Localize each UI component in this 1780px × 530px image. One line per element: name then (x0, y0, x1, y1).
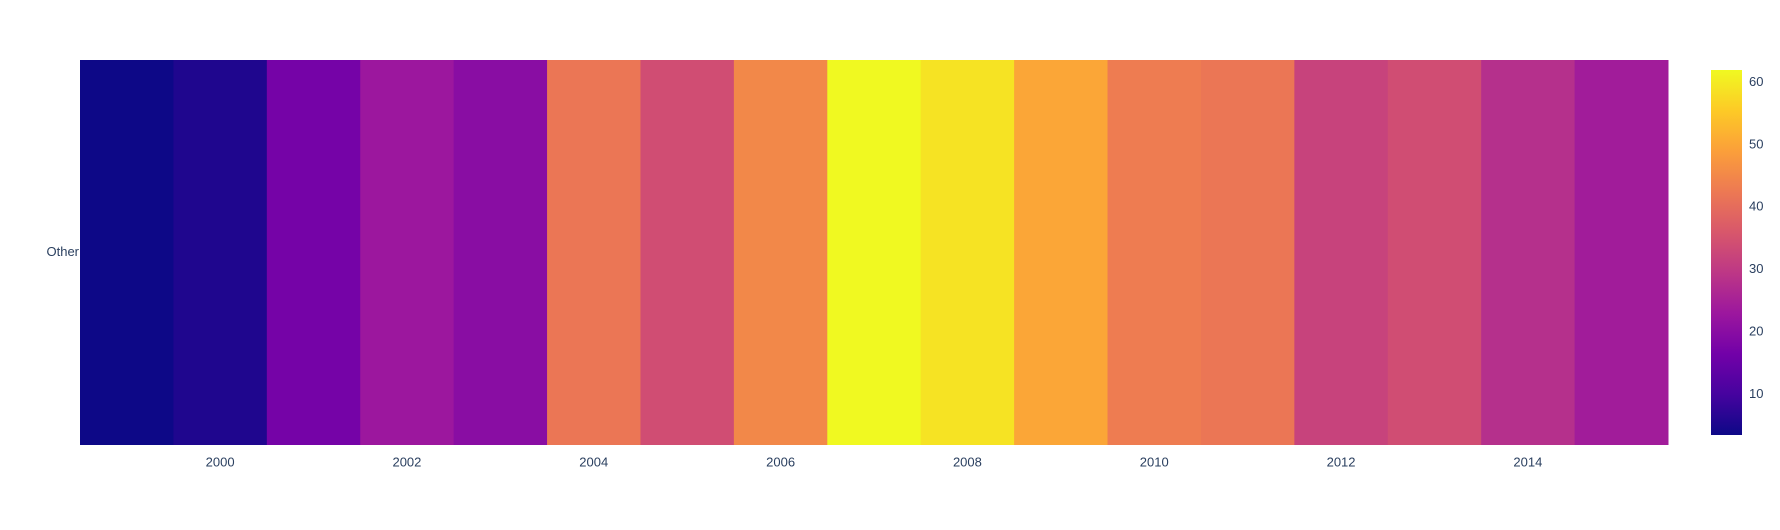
heatmap-cell (1294, 60, 1389, 445)
heatmap-cell (1107, 60, 1202, 445)
heatmap-cell (453, 60, 548, 445)
colorbar-tick-label: 30 (1749, 261, 1763, 276)
x-tick-label: 2012 (1327, 455, 1356, 470)
x-tick-label: 2010 (1140, 455, 1169, 470)
heatmap-cell (1481, 60, 1576, 445)
heatmap-cell (733, 60, 828, 445)
colorbar-tick-label: 20 (1749, 323, 1763, 338)
colorbar-ticks: 10 20 30 40 50 60 (1749, 74, 1763, 401)
heatmap-cell (266, 60, 361, 445)
heatmap-cell (173, 60, 268, 445)
colorbar-tick-label: 40 (1749, 199, 1763, 214)
x-tick-label: 2002 (392, 455, 421, 470)
colorbar-tick-label: 10 (1749, 386, 1763, 401)
heatmap-cell (827, 60, 922, 445)
heatmap-cell (1387, 60, 1482, 445)
heatmap-cell (80, 60, 174, 445)
heatmap-cell (360, 60, 455, 445)
x-tick-label: 2000 (206, 455, 235, 470)
y-axis-ticks: Other (46, 244, 79, 259)
x-tick-label: 2014 (1513, 455, 1542, 470)
colorbar-tick-label: 50 (1749, 136, 1763, 151)
heatmap-cell (1200, 60, 1295, 445)
colorbar-tick-label: 60 (1749, 74, 1763, 89)
x-tick-label: 2006 (766, 455, 795, 470)
heatmap-cell (1574, 60, 1669, 445)
x-tick-label: 2004 (579, 455, 608, 470)
colorbar (1711, 70, 1742, 435)
heatmap-cells (80, 60, 1669, 445)
heatmap-cell (547, 60, 641, 445)
heatmap-cell (1014, 60, 1109, 445)
y-tick-label: Other (46, 244, 79, 259)
heatmap-cell (920, 60, 1015, 445)
heatmap-cell (640, 60, 735, 445)
x-axis-ticks: 2000 2002 2004 2006 2008 2010 2012 2014 (206, 455, 1543, 470)
x-tick-label: 2008 (953, 455, 982, 470)
